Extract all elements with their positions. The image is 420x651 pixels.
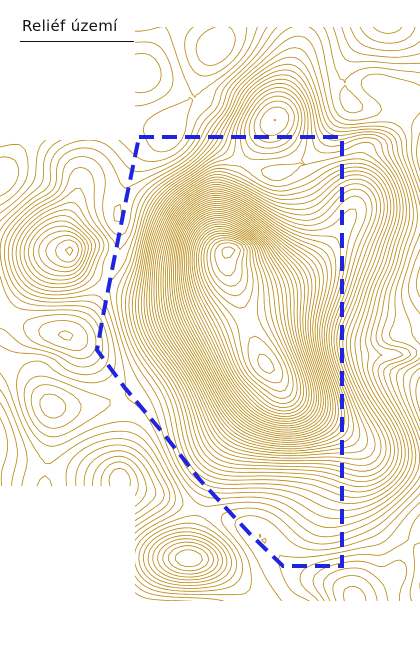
map-title-underline bbox=[20, 41, 134, 42]
map-title: Reliéf území bbox=[20, 17, 120, 37]
area-boundary bbox=[94, 135, 344, 568]
